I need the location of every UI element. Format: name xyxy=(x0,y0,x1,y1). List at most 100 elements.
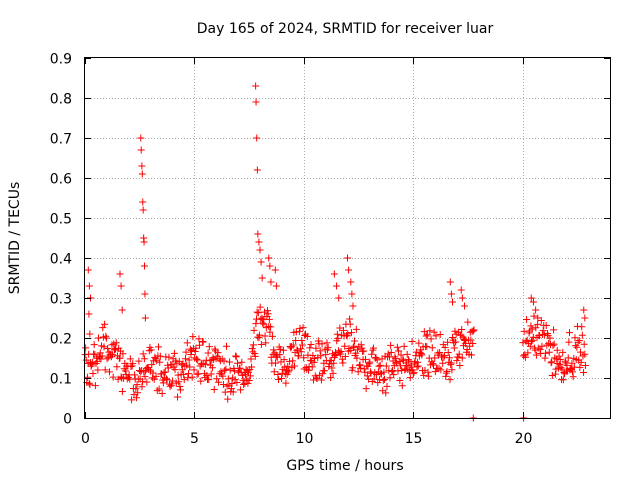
data-point xyxy=(383,382,391,390)
data-point xyxy=(207,370,215,378)
data-point xyxy=(577,358,585,366)
data-point xyxy=(183,339,191,347)
data-point xyxy=(274,370,282,378)
x-tick-label: 0 xyxy=(81,431,90,447)
data-point xyxy=(581,362,589,370)
data-point xyxy=(341,342,349,350)
data-point xyxy=(408,338,416,346)
data-point xyxy=(527,322,535,330)
data-point xyxy=(410,368,418,376)
data-point xyxy=(366,368,374,376)
data-point xyxy=(156,352,164,360)
data-point xyxy=(225,381,233,389)
data-point xyxy=(173,393,181,401)
data-point xyxy=(190,366,198,374)
data-point xyxy=(424,368,432,376)
y-tick-label: 0.8 xyxy=(50,92,72,108)
data-point xyxy=(297,345,305,353)
data-point xyxy=(143,378,151,386)
data-point xyxy=(182,348,190,356)
data-point xyxy=(298,336,306,344)
data-point xyxy=(316,347,324,355)
data-point xyxy=(461,340,469,348)
data-point xyxy=(429,360,437,368)
data-point xyxy=(245,377,253,385)
data-point xyxy=(219,380,227,388)
data-point xyxy=(532,306,540,314)
data-point xyxy=(350,342,358,350)
data-point xyxy=(233,378,241,386)
data-point xyxy=(423,331,431,339)
data-point xyxy=(278,374,286,382)
data-point xyxy=(191,348,199,356)
data-point xyxy=(528,337,536,345)
y-tick-label: 0.3 xyxy=(50,292,72,308)
data-point xyxy=(446,376,454,384)
data-point xyxy=(232,352,240,360)
data-point xyxy=(85,310,93,318)
x-tick-label: 15 xyxy=(405,431,423,447)
data-point xyxy=(430,328,438,336)
data-point xyxy=(339,359,347,367)
data-point xyxy=(344,254,351,262)
data-point xyxy=(456,361,464,369)
data-point xyxy=(447,290,455,298)
data-point xyxy=(112,339,120,347)
data-point xyxy=(138,170,146,178)
data-point xyxy=(264,307,272,315)
data-point xyxy=(400,342,408,350)
data-point xyxy=(118,306,126,314)
data-point xyxy=(395,358,403,366)
data-point xyxy=(571,334,579,342)
data-point xyxy=(441,344,449,352)
data-point xyxy=(369,344,377,352)
data-point xyxy=(327,374,335,382)
axis-ticks: 0 0.1 0.2 0.3 0.4 0.5 0.6 0.7 0.8 0.9 0 5 10 15 20 xyxy=(50,52,610,447)
data-point xyxy=(141,262,148,270)
data-point xyxy=(523,316,531,324)
data-point xyxy=(470,326,478,334)
data-point xyxy=(139,206,147,214)
y-tick-label: 0.6 xyxy=(50,172,72,188)
data-point xyxy=(163,376,171,384)
data-point xyxy=(256,246,264,254)
data-point xyxy=(352,349,360,357)
data-point xyxy=(254,309,262,317)
data-point xyxy=(189,333,197,341)
data-point xyxy=(580,340,588,348)
data-point xyxy=(253,166,261,174)
data-point xyxy=(260,308,268,316)
data-point xyxy=(444,348,452,356)
data-point xyxy=(139,378,147,386)
data-point xyxy=(106,368,113,376)
data-point xyxy=(272,282,280,290)
data-point xyxy=(280,356,288,364)
data-point xyxy=(368,350,376,358)
data-point xyxy=(529,298,537,306)
x-axis-label: GPS time / hours xyxy=(286,458,403,474)
data-point xyxy=(391,353,399,361)
data-point xyxy=(555,352,563,360)
data-point xyxy=(197,377,205,385)
data-point xyxy=(334,334,342,342)
data-point xyxy=(203,371,211,379)
data-point xyxy=(418,351,426,359)
data-point xyxy=(534,320,542,328)
data-point xyxy=(91,382,99,390)
data-point xyxy=(328,364,336,372)
data-point xyxy=(299,324,307,332)
data-point xyxy=(352,325,360,333)
data-point xyxy=(436,348,444,356)
data-point xyxy=(85,379,93,387)
data-point xyxy=(264,310,272,318)
data-point xyxy=(186,363,194,371)
data-point xyxy=(451,327,459,335)
data-point xyxy=(545,348,553,356)
data-point xyxy=(199,338,207,346)
data-point xyxy=(158,389,166,397)
data-point xyxy=(86,330,94,338)
data-point xyxy=(180,370,188,378)
data-point xyxy=(551,370,559,378)
data-point xyxy=(380,368,388,376)
